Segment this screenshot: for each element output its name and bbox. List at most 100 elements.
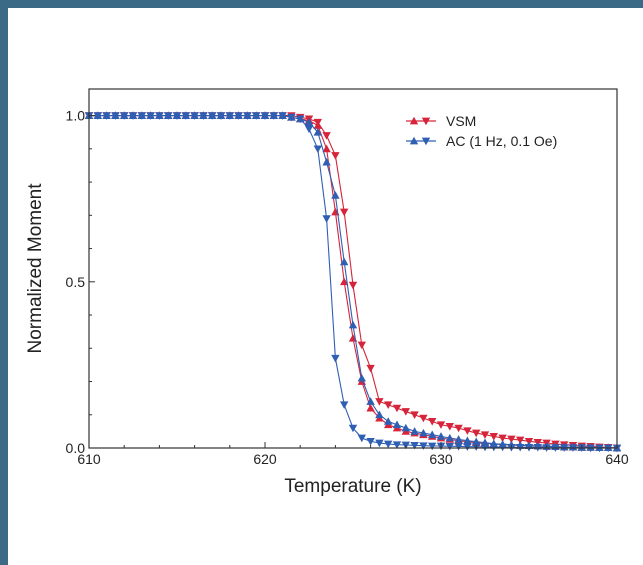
data-point xyxy=(436,432,446,440)
legend-marker-down xyxy=(421,137,431,146)
data-point xyxy=(375,410,384,419)
x-axis-title: Temperature (K) xyxy=(284,476,421,497)
data-point xyxy=(128,112,138,120)
data-point xyxy=(445,442,454,451)
data-point xyxy=(463,443,472,451)
data-point xyxy=(172,112,182,120)
data-point xyxy=(137,112,146,120)
data-point xyxy=(410,441,419,450)
data-point xyxy=(216,112,226,120)
data-point xyxy=(375,398,384,406)
data-point xyxy=(480,431,490,439)
data-point xyxy=(498,434,507,443)
data-point xyxy=(304,125,314,134)
data-point xyxy=(181,112,190,120)
data-point xyxy=(392,420,402,429)
data-point xyxy=(331,354,340,363)
chart-svg: 610 620 630 640 0.0 0.5 1.0 Temperature (K) No… xyxy=(25,88,629,497)
data-point xyxy=(120,112,129,120)
x-tick-label: 630 xyxy=(429,451,453,467)
data-point xyxy=(392,441,402,449)
data-point xyxy=(384,417,393,425)
data-point xyxy=(348,320,358,329)
data-point xyxy=(313,118,322,127)
legend-marker-up xyxy=(409,116,419,125)
data-point xyxy=(445,433,454,442)
data-point xyxy=(428,430,437,439)
data-point xyxy=(322,215,331,223)
data-point xyxy=(331,152,340,160)
data-point xyxy=(357,373,366,382)
data-point xyxy=(419,428,428,437)
data-point xyxy=(357,434,366,443)
data-point xyxy=(516,436,525,445)
x-tick-label: 640 xyxy=(605,451,629,467)
data-point xyxy=(296,115,305,124)
data-point xyxy=(208,112,217,120)
legend-marker-down xyxy=(421,117,431,126)
data-point xyxy=(164,112,173,120)
data-point xyxy=(322,132,331,140)
legend-label: VSM xyxy=(446,113,476,129)
figure-panel: 610 620 630 640 0.0 0.5 1.0 Temperature (K) No… xyxy=(8,8,643,565)
data-point xyxy=(348,424,358,433)
series-layer xyxy=(84,111,622,453)
data-point xyxy=(111,112,120,120)
data-point xyxy=(340,277,349,286)
data-point xyxy=(454,435,463,443)
data-point xyxy=(366,437,375,446)
data-point xyxy=(366,403,375,412)
legend-label: AC (1 Hz, 0.1 Oe) xyxy=(446,133,557,149)
data-point xyxy=(287,113,296,122)
data-point xyxy=(260,112,270,120)
data-point xyxy=(340,257,349,266)
data-point xyxy=(102,112,111,120)
data-point xyxy=(428,418,437,426)
data-point xyxy=(199,112,208,120)
series-1-down xyxy=(84,112,622,453)
data-point xyxy=(340,401,349,409)
data-point xyxy=(340,208,349,217)
data-point xyxy=(436,421,446,429)
legend: VSM AC (1 Hz, 0.1 Oe) xyxy=(406,113,557,149)
data-point xyxy=(190,112,199,120)
x-tick-label: 610 xyxy=(77,451,101,467)
data-point xyxy=(419,414,428,423)
data-point xyxy=(225,112,234,120)
data-point xyxy=(463,427,472,435)
legend-marker-up xyxy=(409,136,419,145)
y-tick-label: 1.0 xyxy=(66,108,86,124)
plot-frame xyxy=(88,88,618,449)
data-point xyxy=(507,435,516,444)
y-axis-title: Normalized Moment xyxy=(25,183,46,354)
data-point xyxy=(375,439,384,448)
data-point xyxy=(428,442,437,451)
data-point xyxy=(146,112,155,120)
y-tick-label: 0.0 xyxy=(66,440,86,456)
data-point xyxy=(366,397,375,405)
axis-layer: 610 620 630 640 0.0 0.5 1.0 xyxy=(66,108,629,467)
data-point xyxy=(322,144,331,153)
data-point xyxy=(348,281,358,290)
y-tick-label: 0.5 xyxy=(66,274,86,290)
x-tick-label: 620 xyxy=(253,451,277,467)
data-point xyxy=(252,112,261,120)
data-point xyxy=(278,112,287,120)
data-point xyxy=(463,436,472,445)
data-point xyxy=(155,112,164,120)
data-point xyxy=(472,437,481,446)
data-point xyxy=(384,401,393,409)
data-point xyxy=(454,442,463,451)
data-point xyxy=(243,112,252,120)
data-point xyxy=(489,433,498,441)
data-point xyxy=(410,427,419,435)
data-point xyxy=(357,341,366,350)
data-point xyxy=(269,112,278,120)
data-point xyxy=(401,423,410,432)
data-point xyxy=(331,191,340,199)
data-point xyxy=(313,128,322,136)
data-point xyxy=(454,424,463,433)
data-point xyxy=(472,429,481,438)
data-point xyxy=(392,404,402,413)
data-point xyxy=(366,364,375,373)
